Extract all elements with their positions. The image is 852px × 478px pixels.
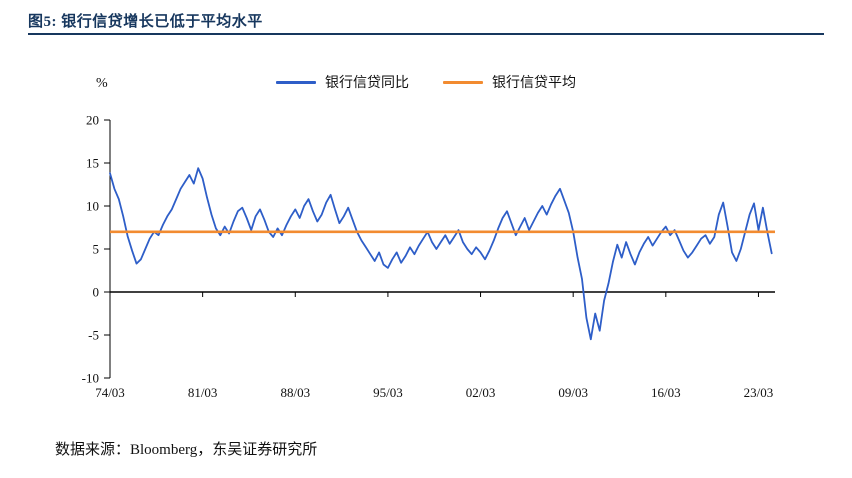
svg-text:-10: -10 bbox=[82, 371, 99, 386]
svg-text:-5: -5 bbox=[88, 328, 99, 343]
legend-line-blue-icon bbox=[276, 80, 316, 84]
svg-text:0: 0 bbox=[93, 285, 100, 300]
legend-item-credit-yoy: 银行信贷同比 bbox=[276, 72, 409, 92]
svg-text:09/03: 09/03 bbox=[558, 385, 588, 400]
legend-line-orange-icon bbox=[443, 80, 483, 84]
svg-text:02/03: 02/03 bbox=[466, 385, 496, 400]
legend: 银行信贷同比 银行信贷平均 bbox=[0, 72, 852, 92]
data-source: 数据来源：Bloomberg，东吴证券研究所 bbox=[55, 442, 318, 458]
title-divider bbox=[28, 33, 824, 35]
legend-item-credit-average: 银行信贷平均 bbox=[443, 72, 576, 92]
legend-label-credit-average: 银行信贷平均 bbox=[492, 76, 576, 91]
y-axis-unit-label: % bbox=[96, 76, 108, 91]
svg-text:20: 20 bbox=[86, 113, 99, 128]
svg-text:16/03: 16/03 bbox=[651, 385, 681, 400]
svg-text:15: 15 bbox=[86, 156, 99, 171]
svg-text:74/03: 74/03 bbox=[95, 385, 125, 400]
svg-text:88/03: 88/03 bbox=[280, 385, 310, 400]
figure-title: 图5: 银行信贷增长已低于平均水平 bbox=[28, 14, 263, 30]
svg-text:10: 10 bbox=[86, 199, 99, 214]
legend-label-credit-yoy: 银行信贷同比 bbox=[325, 76, 409, 91]
svg-text:95/03: 95/03 bbox=[373, 385, 403, 400]
svg-text:23/03: 23/03 bbox=[744, 385, 774, 400]
svg-text:5: 5 bbox=[93, 242, 100, 257]
svg-text:81/03: 81/03 bbox=[188, 385, 218, 400]
